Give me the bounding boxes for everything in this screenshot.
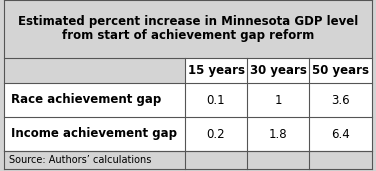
Text: from start of achievement gap reform: from start of achievement gap reform xyxy=(62,30,314,43)
Text: 3.6: 3.6 xyxy=(331,94,350,107)
Text: Source: Authors’ calculations: Source: Authors’ calculations xyxy=(9,155,152,165)
Text: 50 years: 50 years xyxy=(312,64,369,77)
Text: 1: 1 xyxy=(274,94,282,107)
Bar xyxy=(185,117,247,151)
Bar xyxy=(247,117,309,151)
Text: 0.1: 0.1 xyxy=(207,94,225,107)
Bar xyxy=(4,58,185,83)
Bar xyxy=(247,58,309,83)
Bar xyxy=(4,0,372,58)
Bar xyxy=(309,83,372,117)
Text: Race achievement gap: Race achievement gap xyxy=(11,94,161,107)
Text: Income achievement gap: Income achievement gap xyxy=(11,128,177,141)
Bar xyxy=(4,117,185,151)
Bar xyxy=(185,58,247,83)
Text: 15 years: 15 years xyxy=(188,64,244,77)
Bar xyxy=(309,117,372,151)
Bar xyxy=(185,83,247,117)
Text: 0.2: 0.2 xyxy=(207,128,225,141)
Text: 1.8: 1.8 xyxy=(269,128,287,141)
Bar xyxy=(4,151,372,169)
Text: Estimated percent increase in Minnesota GDP level: Estimated percent increase in Minnesota … xyxy=(18,16,358,29)
Bar xyxy=(309,58,372,83)
Text: 30 years: 30 years xyxy=(250,64,306,77)
Bar xyxy=(4,83,185,117)
Text: 6.4: 6.4 xyxy=(331,128,350,141)
Bar xyxy=(247,83,309,117)
